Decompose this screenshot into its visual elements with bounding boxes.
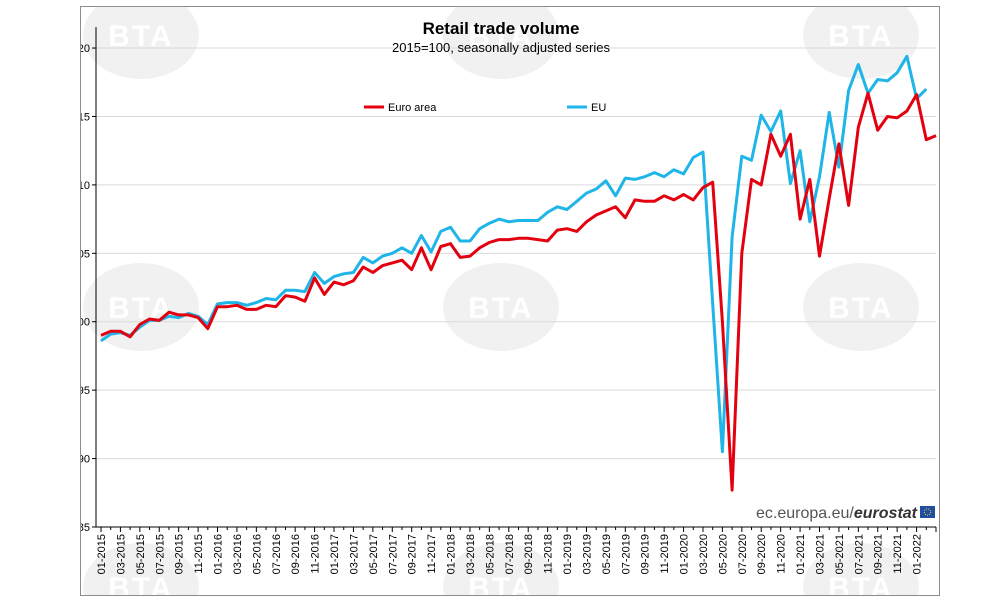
chart-subtitle: 2015=100, seasonally adjusted series: [392, 40, 610, 55]
source-site: ec.europa.eu/: [756, 505, 854, 522]
x-tick-label: 11-2017: [426, 534, 438, 574]
legend-label-euro-area: Euro area: [388, 102, 437, 114]
source-credit: ec.europa.eu/eurostat: [756, 505, 935, 522]
watermark-text: BTA: [108, 572, 173, 595]
x-tick-label: 03-2020: [698, 534, 710, 574]
x-tick-label: 01-2022: [912, 534, 924, 574]
x-tick-label: 05-2018: [484, 534, 496, 574]
y-tick-label: 85: [81, 522, 90, 534]
watermark-badge: [83, 7, 199, 79]
watermark-badge: [443, 263, 559, 351]
x-tick-label: 09-2017: [407, 534, 419, 574]
x-tick-label: 09-2020: [756, 534, 768, 574]
series-line-eu: [100, 54, 928, 454]
x-tick-label: 07-2018: [504, 534, 516, 574]
svg-text:ec.europa.eu/eurostat: ec.europa.eu/eurostat: [756, 505, 918, 522]
series-lines: [100, 54, 937, 492]
y-tick-label: 110: [81, 180, 90, 192]
watermark-badge: [803, 543, 919, 595]
x-tick-label: 01-2015: [96, 534, 108, 574]
x-tick-label: 07-2021: [853, 534, 865, 574]
source-brand: eurostat: [854, 505, 918, 522]
x-tick-label: 11-2020: [776, 534, 788, 574]
y-tick-label: 120: [81, 43, 90, 55]
watermark-text: BTA: [828, 572, 893, 595]
x-tick-label: 05-2021: [834, 534, 846, 574]
x-tick-label: 09-2018: [523, 534, 535, 574]
watermark-badge: [803, 263, 919, 351]
eu-stars-icon: [923, 508, 932, 516]
x-tick-label: 01-2019: [562, 534, 574, 574]
x-tick-label: 03-2015: [115, 534, 127, 574]
x-tick-label: 11-2015: [193, 534, 205, 574]
y-tick-label: 115: [81, 111, 90, 123]
watermark-text: BTA: [468, 572, 533, 595]
y-tick-label: 95: [81, 385, 90, 397]
watermark-badge: [443, 7, 559, 79]
x-tick-label: 03-2016: [232, 534, 244, 574]
x-tick-label: 07-2017: [387, 534, 399, 574]
y-tick-label: 105: [81, 248, 90, 260]
x-tick-label: 05-2017: [368, 534, 380, 574]
watermark-badge: [803, 7, 919, 79]
x-tick-label: 01-2020: [679, 534, 691, 574]
watermark-text: BTA: [828, 20, 893, 53]
x-tick-label: 03-2017: [348, 534, 360, 574]
x-tick-label: 03-2019: [581, 534, 593, 574]
x-tick-label: 01-2021: [795, 534, 807, 574]
x-tick-label: 09-2021: [873, 534, 885, 574]
watermark-badge: [83, 543, 199, 595]
x-tick-label: 07-2020: [737, 534, 749, 574]
y-axis-ticks: 85 90 95 100 105 110 115 120: [81, 43, 96, 534]
x-tick-label: 07-2019: [620, 534, 632, 574]
watermark-badge: [443, 543, 559, 595]
x-tick-label: 03-2018: [465, 534, 477, 574]
x-tick-label: 09-2019: [640, 534, 652, 574]
x-tick-label: 01-2016: [213, 534, 225, 574]
x-tick-label: 11-2019: [659, 534, 671, 574]
x-tick-label: 03-2021: [814, 534, 826, 574]
watermark-text: BTA: [828, 292, 893, 325]
x-tick-label: 09-2015: [174, 534, 186, 574]
x-tick-label: 11-2016: [310, 534, 322, 574]
x-tick-label: 05-2020: [717, 534, 729, 574]
y-tick-label: 90: [81, 454, 90, 466]
series-line-euro-area: [100, 91, 937, 492]
x-tick-label: 07-2016: [271, 534, 283, 574]
watermark-text: BTA: [468, 20, 533, 53]
x-tick-label: 01-2017: [329, 534, 341, 574]
watermark-text: BTA: [468, 292, 533, 325]
watermark-text: BTA: [108, 20, 173, 53]
watermark-badge: [83, 263, 199, 351]
x-tick-label: 01-2018: [446, 534, 458, 574]
x-tick-label: 05-2016: [251, 534, 263, 574]
y-tick-label: 100: [81, 317, 90, 329]
x-tick-label: 11-2021: [892, 534, 904, 574]
legend-label-eu: EU: [591, 102, 606, 114]
chart-title: Retail trade volume: [423, 19, 580, 38]
legend: Euro area EU: [364, 102, 606, 114]
x-tick-label: 09-2016: [290, 534, 302, 574]
x-tick-label: 07-2015: [154, 534, 166, 574]
x-tick-label: 11-2018: [543, 534, 555, 574]
eu-flag-icon: [920, 506, 935, 518]
x-tick-label: 05-2019: [601, 534, 613, 574]
x-tick-label: 05-2015: [135, 534, 147, 574]
